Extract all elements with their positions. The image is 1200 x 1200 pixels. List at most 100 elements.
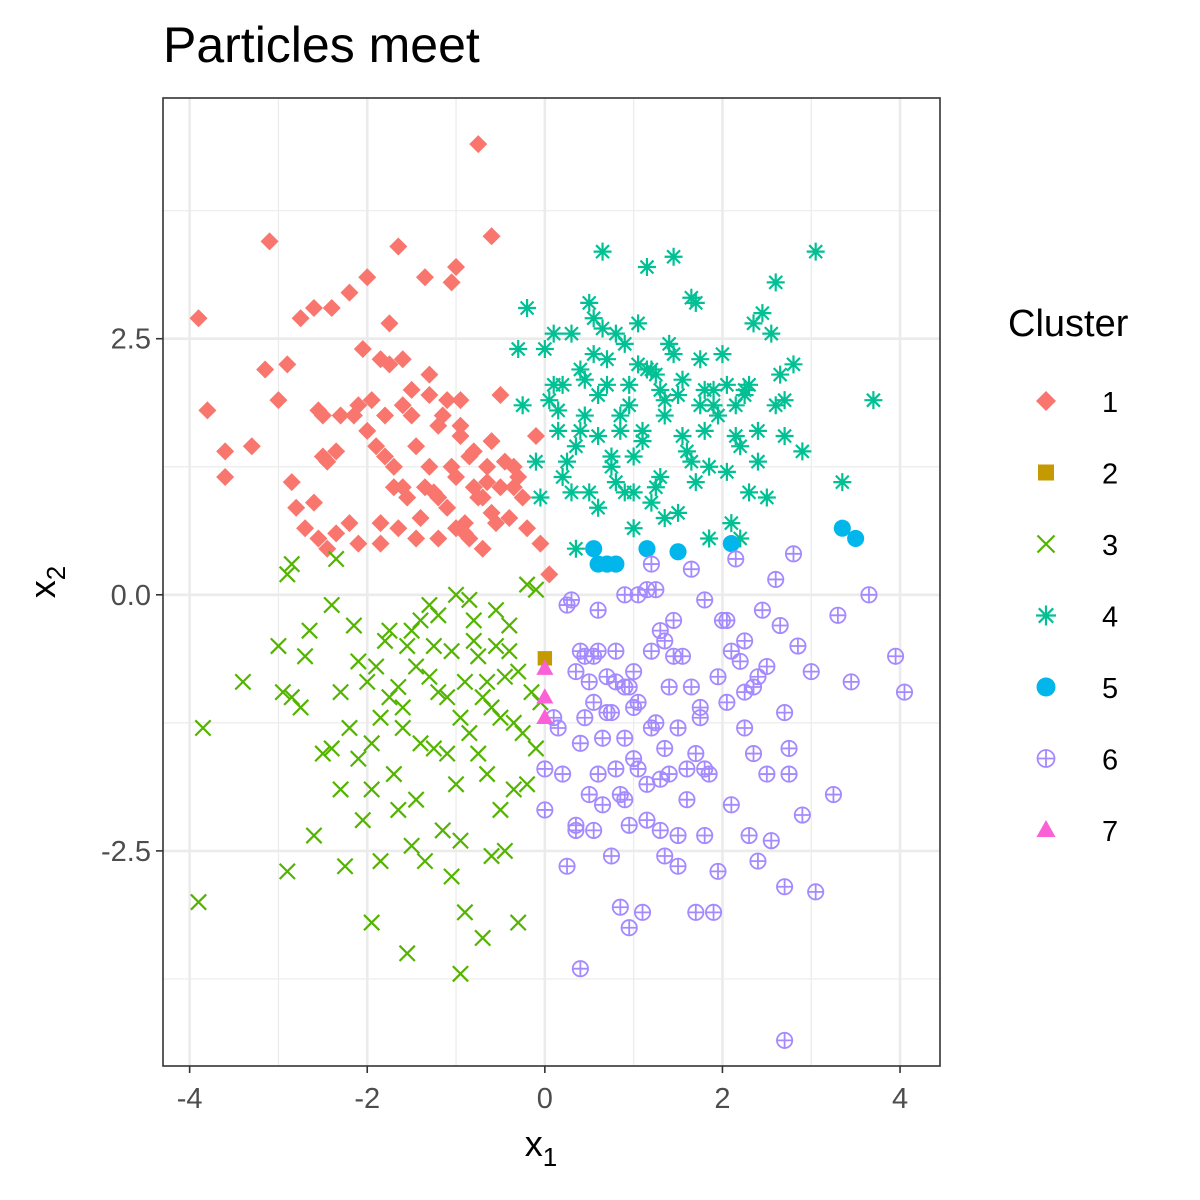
data-point-cluster-1: [473, 539, 492, 558]
data-point-cluster-4: [593, 242, 612, 261]
data-point-cluster-6: [829, 606, 847, 624]
data-point-cluster-4: [633, 421, 652, 440]
data-point-cluster-4: [651, 380, 670, 399]
data-point-cluster-6: [669, 826, 687, 845]
data-point-cluster-4: [775, 391, 794, 410]
data-point-cluster-4: [593, 319, 612, 338]
legend-key-1: [1036, 391, 1056, 411]
data-point-cluster-1: [327, 442, 346, 461]
data-point-cluster-3: [483, 699, 500, 716]
data-point-cluster-3: [465, 632, 483, 650]
data-point-cluster-3: [296, 647, 314, 665]
data-point-cluster-4: [598, 350, 616, 369]
data-point-cluster-1: [415, 268, 434, 287]
data-point-cluster-3: [452, 832, 469, 850]
data-point-cluster-4: [553, 468, 572, 487]
data-point-cluster-6: [633, 903, 652, 921]
data-point-cluster-1: [482, 227, 501, 246]
data-point-cluster-6: [602, 847, 620, 865]
data-point-cluster-4: [660, 334, 679, 353]
data-point-cluster-4: [566, 437, 585, 456]
data-point-cluster-3: [389, 801, 407, 819]
data-point-cluster-3: [394, 719, 412, 737]
data-point-cluster-3: [345, 617, 363, 634]
data-point-cluster-4: [717, 462, 736, 481]
data-point-cluster-6: [651, 821, 669, 839]
data-point-cluster-3: [349, 652, 367, 670]
data-point-cluster-6: [687, 903, 705, 921]
data-point-cluster-1: [393, 396, 412, 415]
data-point-cluster-5: [833, 519, 851, 537]
data-point-cluster-1: [411, 508, 430, 527]
legend-label-6: 6: [1102, 745, 1118, 777]
data-point-cluster-3: [505, 781, 523, 798]
data-point-cluster-3: [443, 642, 461, 660]
data-point-cluster-3: [278, 862, 296, 880]
data-point-cluster-5: [638, 540, 656, 558]
data-point-cluster-6: [722, 642, 740, 660]
data-point-cluster-6: [585, 821, 603, 839]
data-point-cluster-1: [420, 457, 439, 476]
data-point-cluster-6: [616, 729, 634, 747]
data-point-cluster-3: [376, 632, 394, 650]
data-point-cluster-1: [402, 380, 421, 399]
data-point-cluster-1: [420, 365, 439, 384]
data-point-cluster-5: [607, 555, 625, 573]
data-point-cluster-6: [824, 786, 842, 804]
data-point-cluster-6: [629, 760, 647, 778]
data-point-cluster-6: [682, 560, 700, 578]
data-point-cluster-4: [655, 406, 674, 425]
data-point-cluster-6: [562, 591, 581, 609]
data-point-cluster-3: [425, 740, 443, 757]
data-point-cluster-3: [190, 893, 207, 911]
data-point-cluster-1: [455, 524, 474, 543]
y-tick-label: 0.0: [111, 580, 151, 612]
data-point-cluster-3: [420, 668, 438, 686]
data-point-cluster-1: [407, 437, 426, 456]
data-point-cluster-6: [736, 719, 754, 737]
data-point-cluster-4: [691, 350, 710, 369]
data-point-cluster-1: [447, 258, 466, 277]
data-point-cluster-3: [327, 550, 345, 568]
data-point-cluster-6: [580, 786, 598, 804]
data-point-cluster-3: [323, 596, 341, 614]
data-point-cluster-1: [398, 488, 417, 507]
data-point-cluster-1: [482, 432, 501, 451]
data-point-cluster-3: [389, 678, 407, 696]
data-point-cluster-4: [677, 442, 696, 461]
data-point-cluster-3: [438, 688, 456, 706]
data-point-cluster-5: [722, 535, 740, 553]
data-point-cluster-1: [402, 406, 421, 425]
data-point-cluster-7: [536, 659, 554, 675]
data-point-cluster-4: [606, 473, 625, 492]
data-point-cluster-6: [642, 555, 660, 573]
data-point-cluster-1: [491, 478, 510, 497]
data-point-cluster-4: [629, 355, 648, 374]
data-point-cluster-3: [358, 673, 376, 691]
plot-border: [162, 97, 941, 1067]
data-point-cluster-3: [474, 929, 492, 947]
data-point-cluster-1: [304, 493, 323, 512]
data-point-cluster-5: [669, 543, 687, 561]
data-point-cluster-4: [642, 493, 661, 512]
data-point-cluster-5: [847, 529, 865, 548]
data-point-cluster-1: [473, 488, 492, 507]
data-point-cluster-1: [389, 237, 408, 256]
data-point-cluster-1: [420, 386, 439, 405]
data-point-cluster-1: [451, 416, 470, 435]
data-point-cluster-4: [762, 324, 781, 343]
data-point-cluster-1: [358, 421, 377, 440]
data-point-cluster-3: [367, 658, 385, 675]
data-point-cluster-6: [709, 862, 727, 880]
data-point-cluster-1: [296, 519, 315, 538]
data-point-cluster-1: [504, 478, 523, 497]
data-point-cluster-1: [349, 534, 368, 553]
data-point-cluster-1: [376, 447, 394, 466]
data-point-cluster-4: [651, 468, 670, 487]
data-point-cluster-6: [780, 739, 798, 758]
data-point-cluster-6: [571, 734, 589, 752]
data-point-cluster-3: [385, 765, 403, 783]
data-point-cluster-3: [496, 668, 514, 686]
data-point-cluster-1: [513, 488, 532, 507]
y-tick-label: 2.5: [111, 324, 151, 356]
